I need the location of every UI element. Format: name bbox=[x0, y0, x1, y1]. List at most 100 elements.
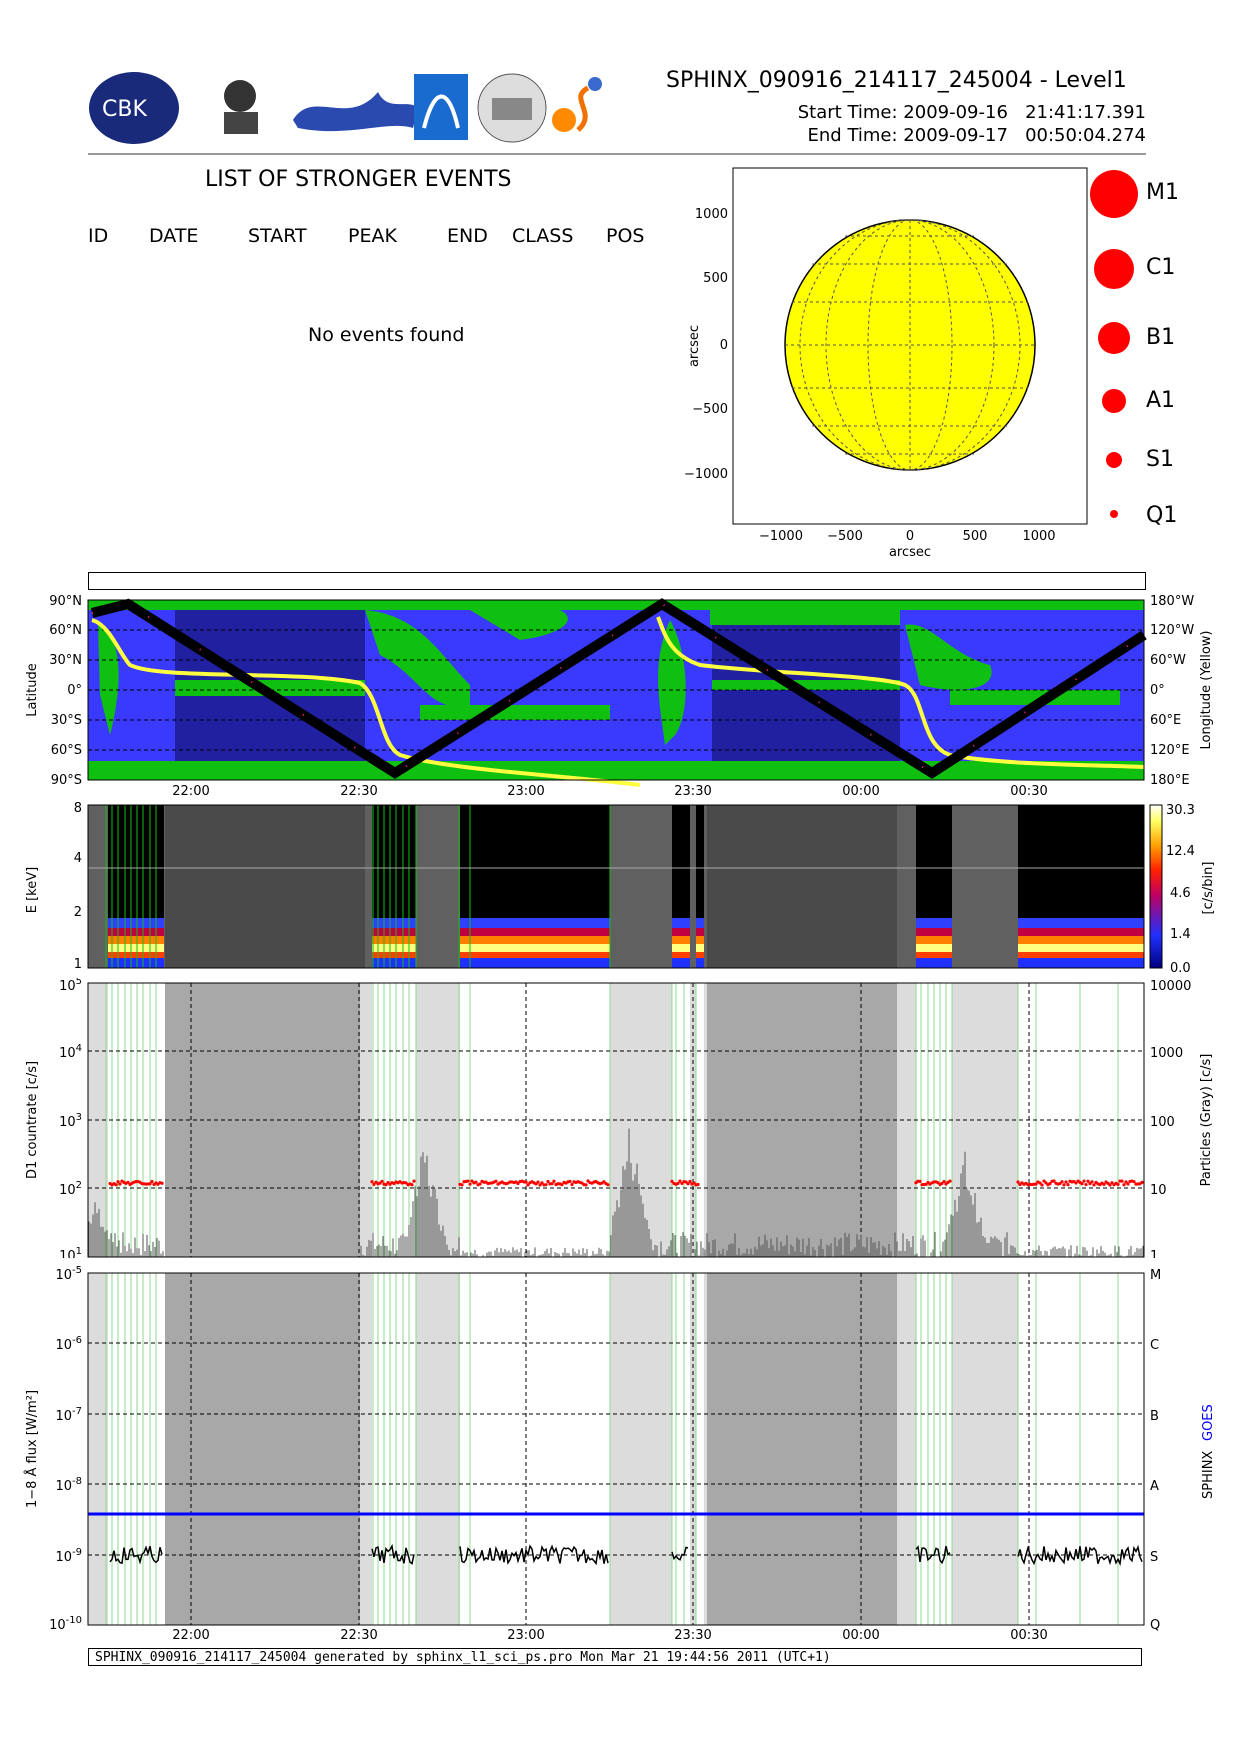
longitude-curve bbox=[91, 616, 1145, 787]
sun-ytick: 500 bbox=[703, 271, 728, 286]
lat-tick: 90°S bbox=[51, 773, 82, 788]
d1-point bbox=[1034, 1182, 1038, 1186]
d1-point bbox=[670, 1179, 674, 1183]
countrate-y2tick: 1 bbox=[1150, 1249, 1158, 1258]
lon-tick: 120°E bbox=[1150, 743, 1190, 758]
spectro-band-orange bbox=[1018, 936, 1144, 944]
time-tick: 00:30 bbox=[1010, 1628, 1047, 1643]
d1-countrate-series bbox=[108, 1179, 1144, 1187]
d1-point bbox=[1102, 1182, 1106, 1186]
countrate-grid bbox=[88, 983, 1144, 1257]
d1-point bbox=[538, 1183, 542, 1187]
shade-light bbox=[416, 1273, 460, 1625]
d1-point bbox=[552, 1179, 556, 1183]
spectro-band-red bbox=[372, 928, 416, 936]
legend-dot-m1 bbox=[1090, 170, 1138, 218]
shade-light bbox=[952, 1273, 1018, 1625]
spectro-band-red bbox=[108, 952, 164, 958]
d1-point bbox=[678, 1179, 682, 1183]
shade-dark bbox=[165, 1273, 360, 1625]
flux-frame bbox=[87, 1272, 1145, 1626]
d1-point bbox=[676, 1181, 680, 1186]
col-pos: POS bbox=[606, 225, 645, 247]
d1-point bbox=[1082, 1179, 1086, 1183]
flux-ytick: 10-5 bbox=[55, 1265, 82, 1283]
spectro-band-orange bbox=[108, 936, 164, 944]
spectro-band-red bbox=[372, 952, 416, 958]
orbit-track bbox=[90, 598, 1147, 779]
legend-dot-c1 bbox=[1094, 249, 1134, 289]
spectro-yticks: 8 4 2 1 bbox=[74, 801, 82, 972]
d1-point bbox=[686, 1182, 690, 1186]
d1-point bbox=[1086, 1179, 1090, 1183]
countrate-y2tick: 1000 bbox=[1150, 1046, 1183, 1061]
spectro-band-yellow bbox=[672, 944, 690, 952]
spectra-segments bbox=[108, 805, 1144, 968]
time-tick: 23:00 bbox=[507, 1628, 544, 1643]
spectro-band-yellow bbox=[372, 944, 416, 952]
flux-legend: SPHINX GOES bbox=[1201, 1404, 1216, 1499]
spectro-band-red bbox=[108, 928, 164, 936]
svg-text:CBK: CBK bbox=[102, 97, 147, 122]
d1-point bbox=[1132, 1180, 1136, 1184]
sun-xtick: 1000 bbox=[1022, 529, 1055, 544]
sphinx-trace bbox=[371, 1543, 415, 1566]
spectro-band-yellow bbox=[916, 944, 952, 952]
legend-label-b1: B1 bbox=[1146, 325, 1176, 350]
time-tick: 00:00 bbox=[842, 1628, 879, 1643]
spectro-band-red bbox=[1018, 952, 1144, 958]
spectro-band-blue bbox=[696, 918, 704, 928]
d1-point bbox=[544, 1183, 548, 1187]
spectro-band-orange bbox=[672, 936, 690, 944]
legend-label-q1: Q1 bbox=[1146, 503, 1178, 528]
spectro-band-orange bbox=[916, 936, 952, 944]
d1-point bbox=[570, 1182, 574, 1187]
flux-yticks: 10-5 10-6 10-7 10-8 10-9 10-10 bbox=[49, 1265, 82, 1633]
d1-point bbox=[126, 1180, 130, 1184]
sphinx-trace bbox=[671, 1546, 689, 1561]
lat-tick: 90°N bbox=[49, 595, 82, 609]
countrate-ytick: 103 bbox=[59, 1112, 82, 1130]
cbk-logo: CBK bbox=[89, 72, 179, 144]
d1-point bbox=[526, 1183, 530, 1187]
flux-ytick: 10-8 bbox=[55, 1476, 82, 1494]
countrate-frame bbox=[87, 982, 1145, 1258]
spectro-band-red bbox=[460, 952, 610, 958]
colorbar-tick: 1.4 bbox=[1170, 927, 1191, 942]
spectro-band-blue bbox=[108, 918, 164, 928]
time-tick: 22:00 bbox=[172, 784, 209, 795]
legend-label-m1: M1 bbox=[1146, 180, 1179, 205]
legend-goes: GOES bbox=[1201, 1404, 1216, 1441]
end-time-label: End Time: bbox=[807, 125, 898, 146]
legend-label-c1: C1 bbox=[1146, 255, 1176, 280]
class-tick: S bbox=[1150, 1550, 1158, 1565]
shade-dark bbox=[707, 1273, 897, 1625]
sun-ytick: 1000 bbox=[695, 207, 728, 222]
d1-point bbox=[1074, 1181, 1078, 1185]
d1-point bbox=[1016, 1180, 1020, 1184]
footer-caption: SPHINX_090916_214117_245004 generated by… bbox=[88, 1648, 1142, 1666]
d1-point bbox=[1060, 1180, 1064, 1184]
d1-point bbox=[1126, 1182, 1130, 1186]
sun-map-xticks: −1000 −500 0 500 1000 bbox=[759, 529, 1056, 544]
spectrogram-panel: 8 4 2 1 E [keV] 30.3 12.4 4.6 1.4 0.0 [c… bbox=[25, 801, 1216, 975]
d1-point bbox=[1052, 1179, 1056, 1183]
src-logo bbox=[414, 74, 468, 140]
flux-ytick: 10-6 bbox=[55, 1335, 82, 1353]
lat-tick: 0° bbox=[67, 683, 82, 698]
spectro-band-blue bbox=[1018, 918, 1144, 928]
d1-point bbox=[940, 1181, 944, 1186]
d1-point bbox=[550, 1182, 554, 1186]
d1-point bbox=[1038, 1181, 1042, 1185]
time-tick: 22:30 bbox=[340, 784, 377, 795]
saa-shade bbox=[165, 805, 365, 968]
particles-series bbox=[88, 1128, 1144, 1257]
colorbar-ticks: 30.3 12.4 4.6 1.4 0.0 bbox=[1166, 803, 1195, 975]
shade-light bbox=[360, 1273, 372, 1625]
d1-point bbox=[466, 1179, 470, 1183]
page-title: SPHINX_090916_214117_245004 - Level1 bbox=[666, 68, 1127, 93]
spectro-band-yellow bbox=[696, 944, 704, 952]
lat-tick: 60°S bbox=[51, 743, 82, 758]
legend-dot-q1 bbox=[1110, 510, 1118, 518]
d1-point bbox=[918, 1179, 922, 1184]
